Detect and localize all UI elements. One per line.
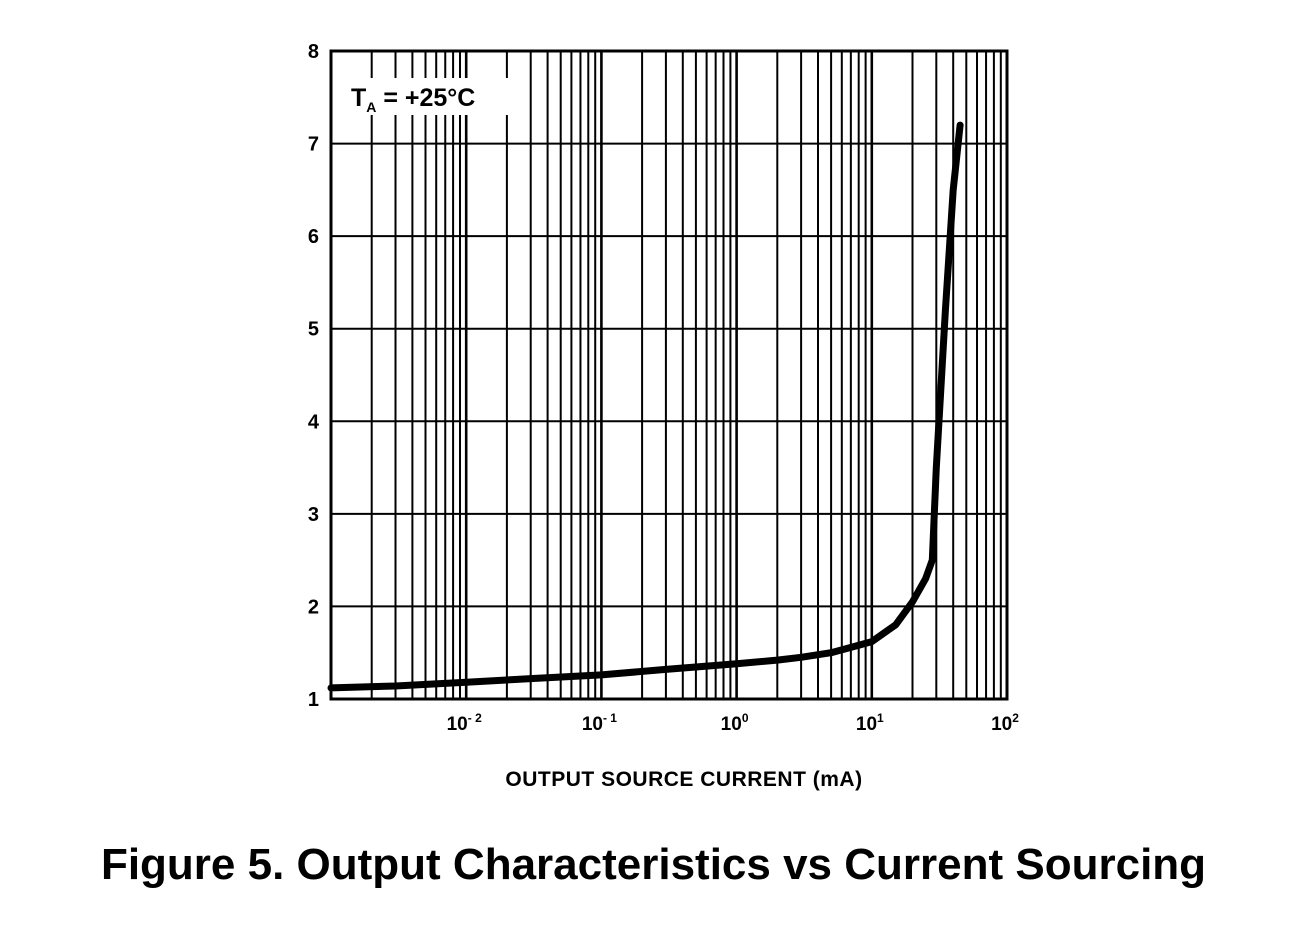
y-tick-label: 1 [308, 689, 319, 711]
y-axis-ticks: 1 2 3 4 5 6 7 8 [308, 41, 320, 711]
plot-frame [329, 49, 1009, 701]
figure-title: Figure 5. Output Characteristics vs Curr… [100, 840, 1207, 889]
series-line-output-voltage [327, 121, 964, 692]
y-tick-label: 8 [308, 41, 319, 63]
x-axis-ticks: 10- 2 10- 1 100 101 102 [447, 711, 1020, 735]
annotation-background [343, 78, 508, 115]
y-tick-label: 3 [308, 504, 319, 526]
x-tick-label: 10- 2 [447, 711, 482, 735]
x-tick-label: 102 [991, 711, 1019, 735]
x-tick-label: 101 [856, 711, 884, 735]
temperature-annotation: TA = +25°C [351, 84, 475, 115]
y-tick-label: 4 [308, 411, 320, 433]
grid-lines [331, 51, 1007, 699]
y-tick-label: 5 [308, 319, 319, 341]
y-tick-label: 6 [308, 226, 319, 248]
x-tick-label: 100 [721, 711, 749, 735]
x-tick-label: 10- 1 [582, 711, 617, 735]
y-tick-label: 7 [308, 134, 319, 156]
x-axis-label: OUTPUT SOURCE CURRENT (mA) [505, 768, 862, 791]
y-tick-label: 2 [308, 596, 319, 618]
